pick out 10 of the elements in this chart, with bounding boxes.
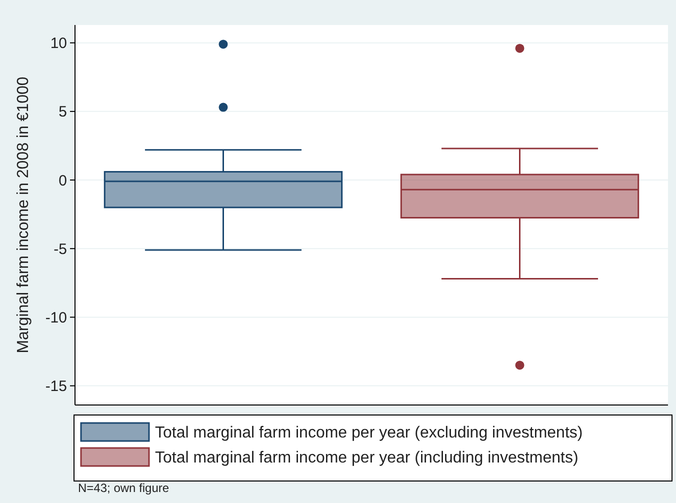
y-tick-label: -15 [45, 378, 67, 396]
text: N=43; own figure [78, 481, 170, 495]
y-tick-label: -10 [45, 309, 67, 326]
legend-label: Total marginal farm income per year (including investments) [155, 450, 578, 467]
y-tick-label: 10 [50, 35, 67, 52]
y-tick-label: 0 [58, 172, 67, 190]
y-axis-title: Marginal farm income in 2008 in €1000 [15, 76, 32, 354]
legend-label: Total marginal farm income per year (excluding investments) [155, 424, 583, 442]
y-tick-label: 5 [58, 104, 67, 121]
y-tick-label: -5 [54, 240, 67, 258]
